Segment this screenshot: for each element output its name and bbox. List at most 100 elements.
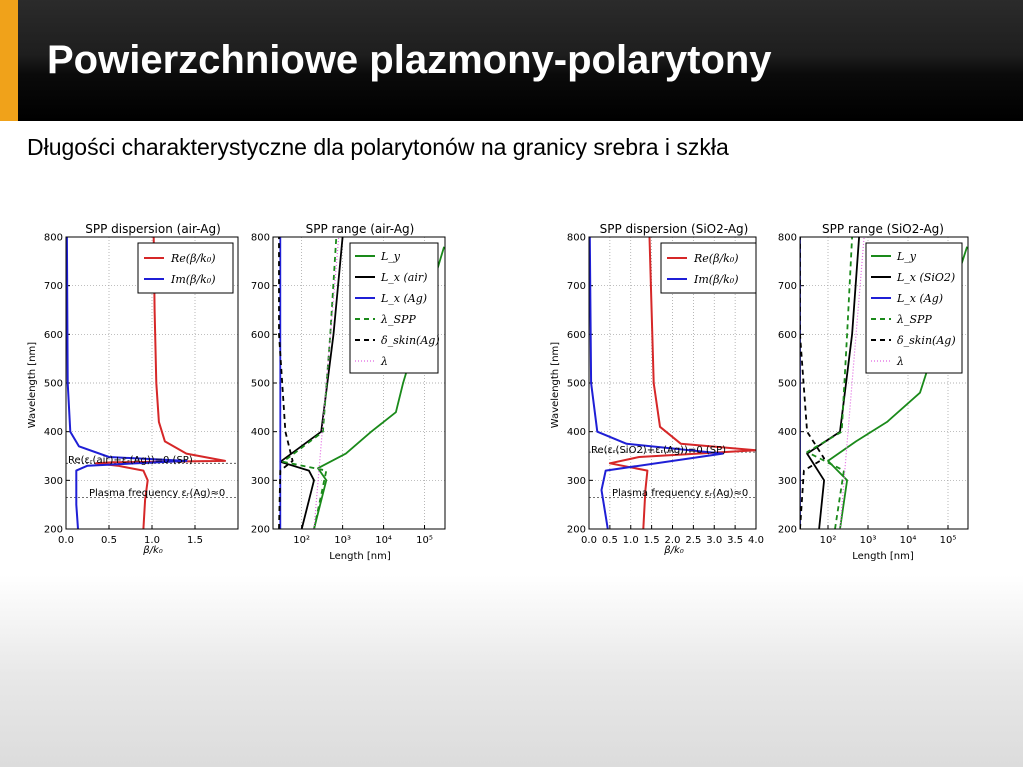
y-tick-label: 200 [567,525,586,536]
legend-entry: δ_skin(Ag) [381,334,440,347]
y-tick-label: 800 [567,233,586,244]
legend-entry: Re(β/k₀) [170,252,216,265]
x-tick-label: 4.0 [748,535,764,546]
y-tick-label: 300 [44,476,63,487]
x-tick-label: 10³ [334,535,351,546]
legend: Re(β/k₀) Im(β/k₀) [137,242,234,294]
legend-entry: λ_SPP [380,313,416,326]
range-chart-sio2-ag: SPP range (SiO2-Ag) 200 300 400 500 600 700 80… [778,222,969,562]
y-tick-label: 200 [251,525,270,536]
plot-frame [65,236,239,530]
sp-annotation: Re(εᵣ(SiO2)+εᵣ(Ag))=0 (SP) [591,445,726,456]
legend-box [865,242,963,374]
x-tick-label: 0.5 [602,535,618,546]
chart-title: SPP range (SiO2-Ag) [822,222,944,236]
plot-frame [588,236,757,530]
y-tick-label: 400 [778,427,797,438]
legend: L_y L_x (SiO2) L_x (Ag) λ_SPP δ_skin(Ag)… [865,242,963,374]
y-tick-label: 700 [778,281,797,292]
y-tick-label: 600 [567,330,586,341]
y-tick-label: 500 [778,379,797,390]
chart-title: SPP dispersion (SiO2-Ag) [600,222,749,236]
x-axis-label: Length [nm] [329,551,391,562]
y-tick-label: 500 [251,379,270,390]
y-tick-label: 300 [778,476,797,487]
y-tick-label: 300 [251,476,270,487]
series-line-im-k- [589,237,724,529]
x-tick-label: 10³ [860,535,877,546]
figure-sio2-ag-svg: SPP dispersion (SiO2-Ag) 200 300 400 500 600… [550,222,969,562]
y-tick-label: 400 [44,427,63,438]
series-line--skin-ag- [278,237,294,529]
y-tick-label: 400 [251,427,270,438]
series-line--skin-ag- [800,237,825,529]
chart-title: SPP range (air-Ag) [306,222,415,236]
legend-box [349,242,439,374]
legend-entry: Im(β/k₀) [170,273,216,286]
title-bar: Powierzchniowe plazmony-polarytony [0,0,1023,121]
y-axis-label: Wavelength [nm] [550,342,561,428]
plot-frame [272,236,446,530]
x-tick-label: 10⁴ [900,535,917,546]
legend-entry: L_x (Ag) [896,292,943,305]
y-tick-label: 700 [567,281,586,292]
legend-entry: Im(β/k₀) [693,273,739,286]
x-tick-label: 3.5 [727,535,743,546]
legend-entry: λ [380,355,388,368]
plasma-annotation: Plasma frequency εᵣ(Ag)≈0 [612,488,748,499]
x-tick-label: 1.0 [144,535,160,546]
x-tick-label: 1.5 [644,535,660,546]
legend-entry: λ_SPP [896,313,932,326]
x-tick-label: 2.5 [685,535,701,546]
y-tick-label: 700 [44,281,63,292]
x-tick-label: 10⁵ [940,535,957,546]
legend-entry: λ [896,355,904,368]
legend-entry: L_x (SiO2) [896,271,955,284]
y-tick-label: 400 [567,427,586,438]
dispersion-plot-area: 200 300 400 500 600 700 800 0.0 0.5 1.0 1.5 2.0 2.5 3… [567,233,764,547]
y-tick-label: 800 [251,233,270,244]
plot-frame [799,236,969,530]
x-tick-label: 3.0 [706,535,722,546]
figure-air-ag-svg: SPP dispersion (air-Ag) 200 300 400 500 600 7… [27,222,446,562]
x-tick-label: 0.5 [101,535,117,546]
legend-entry: L_y [380,250,401,263]
y-tick-label: 500 [567,379,586,390]
title-accent-stripe [0,0,18,121]
y-tick-label: 200 [44,525,63,536]
dispersion-chart-sio2-ag: SPP dispersion (SiO2-Ag) 200 300 400 500 600… [550,222,764,556]
series-line-- [839,237,865,529]
y-tick-label: 800 [778,233,797,244]
legend: L_y L_x (air) L_x (Ag) λ_SPP δ_skin(Ag) … [349,242,440,374]
y-tick-label: 700 [251,281,270,292]
legend-entry: δ_skin(Ag) [897,334,956,347]
series-line-l-y [827,246,968,529]
x-axis-label: β/k₀ [663,545,684,556]
y-tick-label: 600 [44,330,63,341]
plasma-annotation: Plasma frequency εᵣ(Ag)≈0 [89,488,225,499]
figure-air-ag: SPP dispersion (air-Ag) 200 300 400 500 600 7… [7,201,493,566]
series-line-l-y [313,246,445,529]
sp-annotation: Re(εᵣ(air)+εᵣ(Ag))=0 (SP) [68,455,193,466]
x-tick-label: 1.0 [623,535,639,546]
legend-entry: L_x (air) [380,271,427,284]
range-chart-air-ag: SPP range (air-Ag) 200 300 400 500 600 700 800… [251,222,446,562]
x-tick-label: 10² [293,535,310,546]
chart-title: SPP dispersion (air-Ag) [85,222,221,236]
x-tick-label: 2.0 [665,535,681,546]
series-line-- [313,237,340,529]
series-line-im-k- [66,237,188,529]
y-tick-label: 600 [778,330,797,341]
y-tick-label: 200 [778,525,797,536]
slide-subtitle: Długości charakterystyczne dla polaryton… [27,134,729,160]
y-tick-label: 300 [567,476,586,487]
series-line-re-k- [608,237,756,529]
x-axis-label: β/k₀ [142,545,163,556]
x-tick-label: 1.5 [187,535,203,546]
legend-entry: L_x (Ag) [380,292,427,305]
x-tick-label: 10⁴ [375,535,392,546]
figure-sio2-ag: SPP dispersion (SiO2-Ag) 200 300 400 500 600… [530,201,1016,566]
x-tick-label: 0.0 [581,535,597,546]
legend-box [660,242,757,294]
y-axis-label: Wavelength [nm] [27,342,38,428]
